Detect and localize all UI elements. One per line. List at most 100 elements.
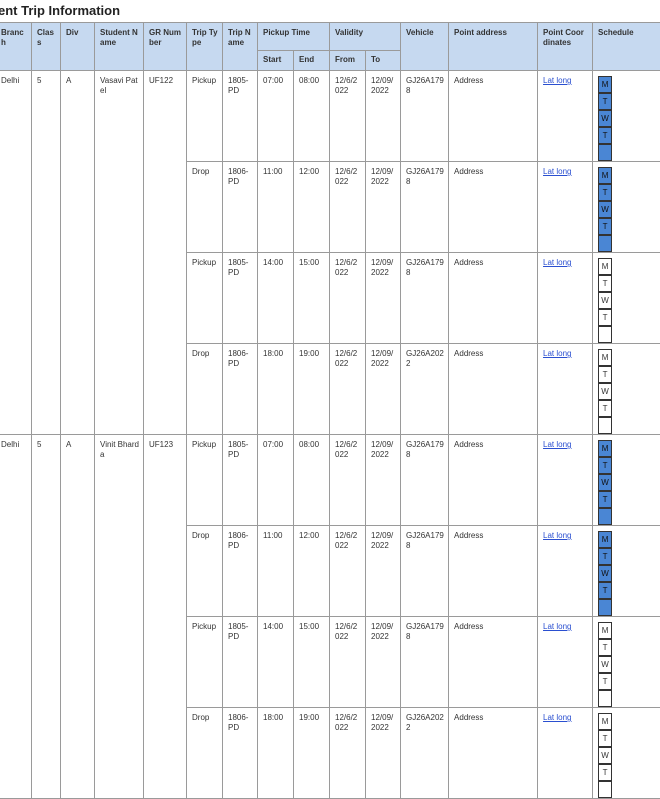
trip-name: 1805-PD	[222, 252, 258, 344]
trip-end: 19:00	[292, 707, 331, 799]
day-box[interactable]	[598, 144, 613, 161]
day-box[interactable]: T	[598, 275, 613, 292]
trip-coordinates: Lat long	[537, 252, 594, 344]
day-box[interactable]: M	[598, 76, 613, 93]
trip-address: Address	[448, 707, 539, 799]
day-box[interactable]: M	[598, 349, 613, 366]
trip-end: 19:00	[292, 343, 331, 435]
header-row: Branch Class Div Student Name GR Number Trip …	[0, 22, 660, 71]
day-box[interactable]: W	[598, 565, 613, 582]
day-box[interactable]: T	[598, 400, 613, 417]
day-box[interactable]	[598, 781, 613, 798]
column-header: Trip Name	[222, 22, 258, 71]
student-branch: Delhi	[0, 434, 32, 799]
trip-type: Pickup	[186, 70, 223, 162]
trip-type: Pickup	[186, 616, 223, 708]
column-header: GR Number	[143, 22, 187, 71]
day-box[interactable]: W	[598, 747, 613, 764]
day-box[interactable]: T	[598, 184, 613, 201]
coordinates-link[interactable]: Lat long	[543, 349, 572, 358]
coordinates-link[interactable]: Lat long	[543, 258, 572, 267]
day-box[interactable]: T	[598, 730, 613, 747]
trip-coordinates: Lat long	[537, 434, 594, 526]
column-header: Branch	[0, 22, 32, 71]
day-box[interactable]	[598, 599, 613, 616]
trip-start: 11:00	[257, 161, 294, 253]
day-box[interactable]	[598, 235, 613, 252]
student-div: A	[60, 434, 95, 799]
day-box[interactable]: T	[598, 673, 613, 690]
trip-vehicle: GJ26A1798	[400, 161, 450, 253]
day-box[interactable]: T	[598, 491, 613, 508]
day-box[interactable]: M	[598, 440, 613, 457]
day-box[interactable]: M	[598, 531, 613, 548]
trip-start: 18:00	[257, 343, 294, 435]
trip-from: 12/6/2022	[329, 707, 367, 799]
day-box[interactable]: T	[598, 218, 613, 235]
coordinates-link[interactable]: Lat long	[543, 713, 572, 722]
day-box[interactable]: T	[598, 764, 613, 781]
trip-type: Drop	[186, 525, 223, 617]
trip-end: 12:00	[292, 161, 331, 253]
column-header: Point address	[448, 22, 539, 71]
coordinates-link[interactable]: Lat long	[543, 76, 572, 85]
column-header: Point Coordinates	[537, 22, 594, 71]
day-box[interactable]: W	[598, 383, 613, 400]
day-box[interactable]: T	[598, 548, 613, 565]
trip-start: 14:00	[257, 252, 294, 344]
day-box[interactable]	[598, 690, 613, 707]
trip-start: 07:00	[257, 434, 294, 526]
day-box[interactable]	[598, 417, 613, 434]
student-branch: Delhi	[0, 70, 32, 435]
coordinates-link[interactable]: Lat long	[543, 531, 572, 540]
day-box[interactable]: M	[598, 713, 613, 730]
trip-type: Drop	[186, 707, 223, 799]
coordinates-link[interactable]: Lat long	[543, 167, 572, 176]
trip-type: Pickup	[186, 434, 223, 526]
day-box[interactable]: T	[598, 366, 613, 383]
trip-end: 15:00	[292, 252, 331, 344]
trip-coordinates: Lat long	[537, 343, 594, 435]
column-header: Div	[60, 22, 95, 71]
day-box[interactable]	[598, 326, 613, 343]
column-header: Vehicle	[400, 22, 450, 71]
day-box[interactable]	[598, 508, 613, 525]
column-header: Start	[257, 50, 294, 71]
trip-address: Address	[448, 343, 539, 435]
day-box[interactable]: T	[598, 582, 613, 599]
day-box[interactable]: M	[598, 258, 613, 275]
day-box[interactable]: T	[598, 93, 613, 110]
column-header: Trip Type	[186, 22, 223, 71]
column-header: Schedule	[592, 22, 660, 71]
coordinates-link[interactable]: Lat long	[543, 440, 572, 449]
trip-address: Address	[448, 616, 539, 708]
day-box[interactable]: T	[598, 127, 613, 144]
day-box[interactable]: M	[598, 167, 613, 184]
trip-to: 12/09/2022	[365, 707, 402, 799]
day-box[interactable]: T	[598, 309, 613, 326]
day-box[interactable]: W	[598, 201, 613, 218]
trip-from: 12/6/2022	[329, 252, 367, 344]
day-box[interactable]: W	[598, 292, 613, 309]
day-box[interactable]: W	[598, 656, 613, 673]
coordinates-link[interactable]: Lat long	[543, 622, 572, 631]
trip-to: 12/09/2022	[365, 343, 402, 435]
day-box[interactable]: W	[598, 110, 613, 127]
day-box[interactable]: W	[598, 474, 613, 491]
trip-end: 15:00	[292, 616, 331, 708]
day-box[interactable]: M	[598, 622, 613, 639]
day-box[interactable]: T	[598, 639, 613, 656]
trip-coordinates: Lat long	[537, 161, 594, 253]
trip-to: 12/09/2022	[365, 525, 402, 617]
trip-coordinates: Lat long	[537, 707, 594, 799]
trip-to: 12/09/2022	[365, 434, 402, 526]
trip-to: 12/09/2022	[365, 616, 402, 708]
